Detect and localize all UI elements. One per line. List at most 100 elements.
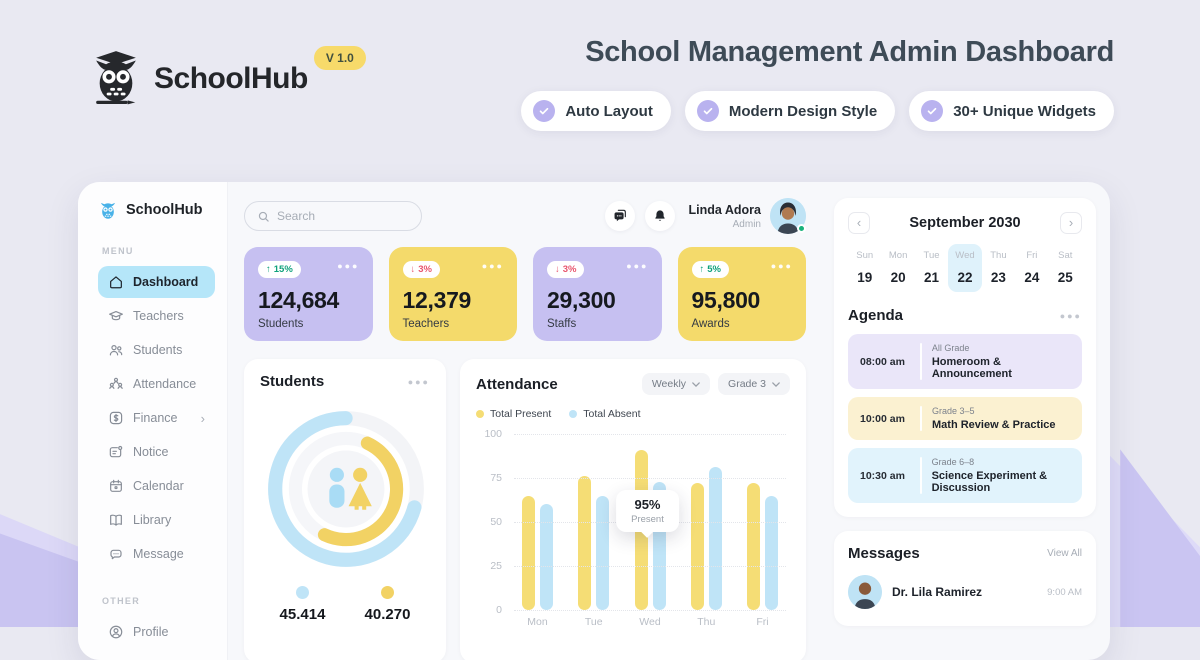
sidebar-item[interactable]: Dashboard › bbox=[98, 266, 215, 298]
agenda-info: Grade 6–8 Science Experiment & Discussio… bbox=[932, 457, 1070, 494]
tooltip-value: 95% bbox=[634, 497, 661, 512]
attendance-filters: Weekly Grade 3 bbox=[641, 373, 790, 395]
stat-label: Students bbox=[258, 318, 304, 330]
x-tick-label: Thu bbox=[697, 616, 716, 628]
notifications-button[interactable] bbox=[644, 201, 675, 231]
search-input[interactable] bbox=[277, 209, 397, 223]
students-widget-title: Students bbox=[260, 373, 325, 390]
bell-icon bbox=[654, 210, 665, 221]
feature-pills: Auto Layout Modern Design Style 30+ Uniq… bbox=[521, 91, 1114, 131]
stat-change-value: 15% bbox=[273, 264, 293, 275]
sidebar-item[interactable]: Library › bbox=[98, 504, 215, 536]
bar-tue-total-absent[interactable] bbox=[596, 495, 610, 610]
gridline bbox=[514, 566, 786, 567]
sidebar-item[interactable]: Notice › bbox=[98, 436, 215, 468]
legend-label: Total Present bbox=[490, 408, 552, 420]
message-row[interactable]: Dr. Lila Ramirez 9:00 AM bbox=[848, 575, 1082, 609]
gridline bbox=[514, 478, 786, 479]
bar-groups bbox=[522, 434, 778, 610]
calendar-day[interactable]: Mon 20 bbox=[881, 244, 914, 292]
message-avatar bbox=[848, 575, 882, 609]
stat-value: 12,379 bbox=[402, 287, 472, 313]
calendar-day[interactable]: Fri 24 bbox=[1015, 244, 1048, 292]
day-number: 24 bbox=[1024, 270, 1040, 285]
y-tick-label: 75 bbox=[490, 472, 502, 484]
sidebar-item[interactable]: Profile › bbox=[98, 616, 215, 648]
filter-dropdown[interactable]: Grade 3 bbox=[718, 373, 790, 395]
hero-brand-name: SchoolHub bbox=[154, 62, 308, 95]
legend-label: Total Absent bbox=[583, 408, 641, 420]
sidebar-item[interactable]: Students › bbox=[98, 334, 215, 366]
agenda-item[interactable]: 10:30 am Grade 6–8 Science Experiment & … bbox=[848, 448, 1082, 503]
bar-thu-total-absent[interactable] bbox=[708, 467, 722, 610]
sidebar-item[interactable]: Message › bbox=[98, 538, 215, 570]
trend-arrow-icon: ↓ bbox=[410, 264, 416, 275]
agenda-info: Grade 3–5 Math Review & Practice bbox=[932, 406, 1056, 431]
agenda-divider bbox=[920, 406, 922, 431]
bar-tue-total-present[interactable] bbox=[578, 476, 592, 610]
legend-item: Total Present bbox=[476, 408, 551, 420]
donut-legend: 45.414 40.270 bbox=[260, 586, 430, 623]
card-menu-button[interactable]: ●●● bbox=[770, 261, 793, 271]
sidebar-item[interactable]: Attendance › bbox=[98, 368, 215, 400]
calendar-day[interactable]: Sat 25 bbox=[1049, 244, 1082, 292]
agenda-item[interactable]: 10:00 am Grade 3–5 Math Review & Practic… bbox=[848, 397, 1082, 440]
profile-icon bbox=[108, 624, 124, 640]
x-axis-labels: Mon Tue Wed Thu Fri bbox=[522, 616, 778, 628]
calendar-day[interactable]: Thu 23 bbox=[982, 244, 1015, 292]
search-bar[interactable] bbox=[244, 201, 422, 231]
legend-dot bbox=[295, 586, 309, 599]
sidebar-item[interactable]: Calendar › bbox=[98, 470, 215, 502]
feature-label: Auto Layout bbox=[565, 102, 653, 120]
card-menu-button[interactable]: ●●● bbox=[626, 261, 649, 271]
calendar-day[interactable]: Sun 19 bbox=[848, 244, 881, 292]
calendar-next-button[interactable]: › bbox=[1059, 212, 1082, 234]
bar-group-thu bbox=[690, 434, 722, 610]
calendar-prev-button[interactable]: ‹ bbox=[848, 212, 870, 234]
agenda-menu-button[interactable]: ●●● bbox=[1059, 310, 1082, 321]
view-all-link[interactable]: View All bbox=[1047, 548, 1082, 559]
user-role: Admin bbox=[732, 218, 761, 230]
students-menu-button[interactable]: ●●● bbox=[407, 376, 430, 387]
hero-logo: SchoolHub V 1.0 bbox=[88, 46, 366, 106]
stat-card: ↓ 3% ●●● 12,379 Teachers bbox=[388, 247, 517, 341]
calendar-header: ‹ September 2030 › bbox=[848, 212, 1082, 234]
bar-mon-total-present[interactable] bbox=[522, 495, 535, 610]
agenda-item[interactable]: 08:00 am All Grade Homeroom & Announceme… bbox=[848, 334, 1082, 389]
bar-mon-total-absent[interactable] bbox=[540, 504, 553, 610]
filter-label: Grade 3 bbox=[728, 378, 766, 390]
bar-fri-total-present[interactable] bbox=[747, 483, 760, 610]
messages-title: Messages bbox=[848, 545, 920, 562]
card-menu-button[interactable]: ●●● bbox=[481, 261, 504, 271]
gridline bbox=[514, 434, 786, 435]
card-menu-button[interactable]: ●●● bbox=[337, 261, 360, 271]
teachers-icon bbox=[108, 308, 124, 324]
chart-tooltip: 95% Present bbox=[616, 490, 679, 532]
owl-logo-small-icon bbox=[100, 202, 116, 219]
stat-change-value: 5% bbox=[707, 264, 721, 275]
sidebar-item-label: Library bbox=[133, 513, 172, 527]
filter-dropdown[interactable]: Weekly bbox=[641, 373, 711, 395]
user-info[interactable]: Linda Adora Admin bbox=[689, 203, 761, 230]
messages-button[interactable] bbox=[604, 201, 635, 231]
user-avatar[interactable] bbox=[770, 198, 806, 234]
donut-legend-item: 40.270 bbox=[365, 586, 410, 623]
stat-label: Awards bbox=[691, 318, 730, 330]
calendar-day[interactable]: Tue 21 bbox=[915, 244, 948, 292]
bar-group-mon bbox=[522, 434, 553, 610]
calendar-day[interactable]: Wed 22 bbox=[948, 244, 982, 292]
stat-change-badge: ↑ 5% bbox=[691, 261, 729, 278]
sidebar-item-label: Dashboard bbox=[133, 275, 199, 289]
legend-dot bbox=[476, 410, 484, 418]
students-donut-chart bbox=[260, 394, 430, 584]
bar-thu-total-present[interactable] bbox=[690, 483, 704, 610]
sidebar-item[interactable]: Teachers › bbox=[98, 300, 215, 332]
day-name: Wed bbox=[955, 250, 975, 261]
sidebar-item-label: Teachers bbox=[133, 309, 184, 323]
other-section-label: OTHER bbox=[102, 596, 140, 606]
sidebar-item[interactable]: Finance › bbox=[98, 402, 215, 434]
bar-fri-total-absent[interactable] bbox=[765, 495, 778, 610]
owl-logo-icon bbox=[96, 51, 136, 105]
agenda-time: 10:00 am bbox=[860, 412, 905, 425]
x-tick-label: Tue bbox=[584, 616, 603, 628]
